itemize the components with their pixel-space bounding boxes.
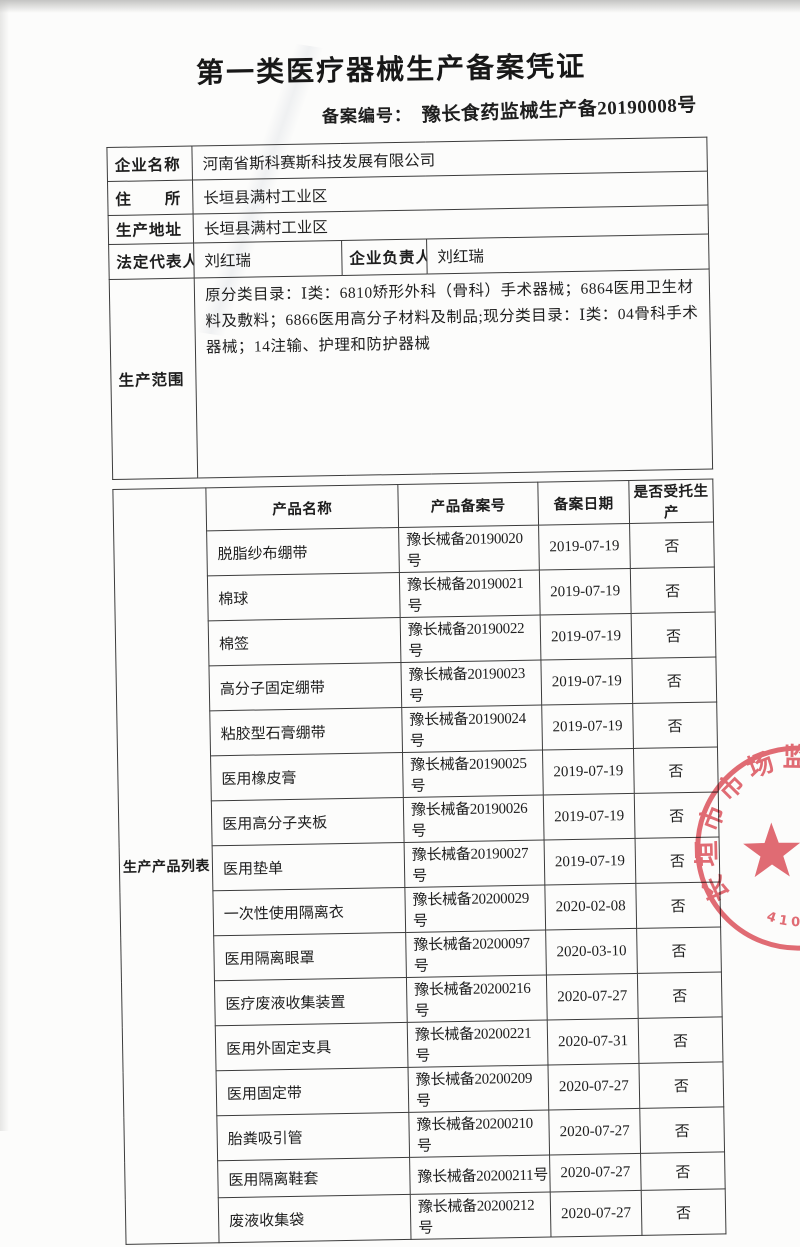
seal-star-icon (743, 822, 800, 878)
production-scope-label: 生产范围 (109, 278, 198, 480)
product-entrusted-cell: 否 (635, 881, 721, 929)
section-label-production-list: 生产产品列表 (112, 487, 220, 1245)
product-entrusted-cell: 否 (631, 656, 717, 704)
product-name-cell: 一次性使用隔离衣 (212, 887, 406, 936)
product-entrusted-cell: 否 (636, 926, 722, 974)
column-header-date: 备案日期 (537, 480, 630, 526)
page-title: 第一类医疗器械生产备案凭证 (195, 51, 587, 90)
product-date-cell: 2020-07-27 (549, 1153, 642, 1193)
scanner-edge-top (0, 0, 800, 13)
product-name-cell: 医用垫单 (212, 842, 405, 891)
legal-rep-label: 法定代表人 (108, 243, 195, 280)
company-name-label: 企业名称 (106, 146, 193, 182)
filing-number: 备案编号： 豫长食药监械生产备20190008号 (322, 95, 697, 129)
product-entrusted-cell: 否 (629, 522, 715, 569)
product-name-cell: 棉球 (207, 572, 401, 621)
product-name-cell: 脱脂纱布绷带 (206, 527, 400, 576)
product-entrusted-cell: 否 (631, 612, 716, 659)
column-header-product-name: 产品名称 (205, 484, 399, 531)
column-header-entrusted: 是否受托生产 (628, 479, 714, 524)
product-reg-no-cell: 豫长械备20200211号 (409, 1154, 551, 1195)
production-address-label: 生产地址 (108, 214, 194, 245)
product-reg-no-cell: 豫长械备20200212号 (410, 1192, 551, 1240)
product-reg-no-cell: 豫长械备20190020号 (398, 525, 540, 573)
certificate-content: 第一类医疗器械生产备案凭证 备案编号： 豫长食药监械生产备20190008号 企业… (106, 51, 800, 1245)
product-date-cell: 2020-07-31 (547, 1018, 639, 1065)
product-name-cell: 医用高分子夹板 (211, 797, 405, 846)
product-date-cell: 2019-07-19 (539, 568, 632, 616)
product-reg-no-cell: 豫长械备20190023号 (400, 660, 542, 708)
product-entrusted-cell: 否 (637, 971, 723, 1019)
product-entrusted-cell: 否 (638, 1016, 723, 1064)
product-date-cell: 2020-07-27 (547, 1063, 640, 1110)
product-date-cell: 2019-07-19 (541, 703, 634, 751)
column-header-reg-no: 产品备案号 (397, 482, 539, 528)
product-name-cell: 医用橡皮膏 (210, 752, 404, 801)
product-name-cell: 医用固定带 (216, 1067, 409, 1116)
product-entrusted-cell: 否 (641, 1189, 726, 1236)
company-info-table: 企业名称 河南省斯科赛斯科技发展有限公司 住 所 长垣县满村工业区 生产地址 长… (106, 137, 713, 480)
filing-number-value: 豫长食药监械生产备20190008号 (421, 94, 698, 127)
legal-rep-value: 刘红瑞 (193, 240, 343, 279)
product-entrusted-cell: 否 (638, 1061, 724, 1109)
product-entrusted-cell: 否 (635, 836, 720, 884)
product-date-cell: 2020-02-08 (544, 883, 637, 931)
product-reg-no-cell: 豫长械备20200029号 (404, 885, 546, 933)
product-date-cell: 2019-07-19 (540, 658, 633, 706)
product-entrusted-cell: 否 (640, 1151, 726, 1191)
product-name-cell: 医用隔离鞋套 (217, 1157, 411, 1199)
product-name-cell: 棉签 (208, 617, 401, 666)
scanner-edge-left (0, 0, 9, 1131)
product-reg-no-cell: 豫长械备20190024号 (401, 705, 543, 753)
product-entrusted-cell: 否 (639, 1106, 725, 1154)
product-date-cell: 2020-07-27 (546, 973, 639, 1020)
product-reg-no-cell: 豫长械备20200216号 (406, 975, 548, 1023)
product-date-cell: 2020-07-27 (548, 1108, 641, 1155)
product-name-cell: 医疗废液收集装置 (214, 977, 408, 1026)
residence-label: 住 所 (107, 180, 194, 216)
product-name-cell: 医用外固定支具 (215, 1022, 409, 1071)
product-reg-no-cell: 豫长械备20200209号 (408, 1064, 549, 1113)
product-entrusted-cell: 否 (632, 701, 718, 749)
product-date-cell: 2019-07-19 (538, 523, 631, 571)
filing-number-label: 备案编号： (321, 105, 413, 127)
product-name-cell: 废液收集袋 (218, 1194, 412, 1244)
product-name-cell: 胎粪吸引管 (216, 1112, 410, 1161)
table-row: 生产范围 原分类目录：Ⅰ类：6810矫形外科（骨科）手术器械；6864医用卫生材… (109, 269, 713, 480)
product-date-cell: 2020-07-27 (550, 1190, 642, 1238)
product-entrusted-cell: 否 (633, 746, 719, 794)
manager-label: 企业负责人 (341, 238, 428, 276)
product-date-cell: 2019-07-19 (544, 838, 636, 886)
product-reg-no-cell: 豫长械备20190021号 (399, 570, 541, 618)
product-date-cell: 2019-07-19 (542, 748, 635, 796)
product-name-cell: 粘胶型石膏绷带 (209, 707, 403, 756)
product-reg-no-cell: 豫长械备20190026号 (403, 795, 545, 843)
product-entrusted-cell: 否 (634, 791, 720, 839)
product-date-cell: 2019-07-19 (540, 613, 632, 661)
product-name-cell: 医用隔离眼罩 (213, 932, 407, 981)
production-scope-value: 原分类目录：Ⅰ类：6810矫形外科（骨科）手术器械；6864医用卫生材料及敷料；… (194, 269, 713, 479)
product-reg-no-cell: 豫长械备20190022号 (400, 615, 541, 663)
product-reg-no-cell: 豫长械备20200210号 (408, 1109, 550, 1158)
product-list-table: 生产产品列表 产品名称 产品备案号 备案日期 是否受托生产 脱脂纱布绷带 豫长械… (112, 479, 726, 1246)
product-reg-no-cell: 豫长械备20200221号 (407, 1019, 548, 1068)
product-date-cell: 2019-07-19 (543, 793, 636, 841)
product-reg-no-cell: 豫长械备20190027号 (404, 840, 545, 888)
manager-value: 刘红瑞 (426, 234, 710, 274)
product-reg-no-cell: 豫长械备20190025号 (402, 750, 544, 798)
product-name-cell: 高分子固定绷带 (208, 662, 402, 711)
product-entrusted-cell: 否 (630, 567, 716, 614)
seal-code: 41072 (764, 908, 800, 931)
product-reg-no-cell: 豫长械备20200097号 (405, 930, 547, 978)
product-date-cell: 2020-03-10 (545, 928, 638, 976)
